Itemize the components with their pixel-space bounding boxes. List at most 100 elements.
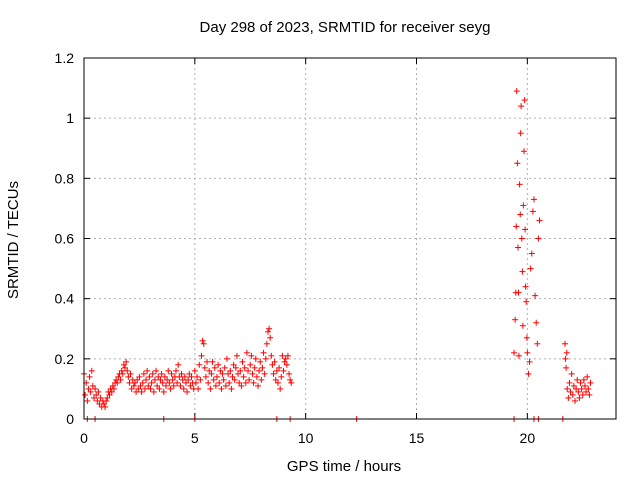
data-point — [261, 370, 268, 377]
grid-lines — [84, 58, 616, 419]
data-point — [216, 379, 223, 386]
data-point — [184, 388, 191, 395]
data-point — [201, 364, 208, 371]
data-point — [215, 361, 222, 368]
data-point — [242, 379, 249, 386]
data-point — [518, 235, 525, 242]
data-point — [237, 367, 244, 374]
data-point — [577, 379, 584, 386]
data-point — [97, 394, 104, 401]
data-point — [135, 385, 142, 392]
data-point — [238, 382, 245, 389]
data-point — [175, 361, 182, 368]
data-point — [565, 394, 572, 401]
y-tick-label: 0.6 — [55, 231, 75, 247]
data-point — [164, 376, 171, 383]
data-point — [528, 250, 535, 257]
data-point — [587, 379, 594, 386]
data-point — [177, 382, 184, 389]
data-point — [86, 373, 93, 380]
data-point — [195, 385, 202, 392]
data-point — [94, 397, 101, 404]
data-point — [278, 373, 285, 380]
data-point — [87, 388, 94, 395]
data-point — [120, 361, 127, 368]
data-point — [515, 289, 522, 296]
data-point — [146, 373, 153, 380]
data-point — [277, 385, 284, 392]
y-axis-label: SRMTID / TECUs — [5, 181, 22, 299]
data-point — [185, 376, 192, 383]
data-point — [150, 388, 157, 395]
data-point — [174, 379, 181, 386]
data-point — [196, 361, 203, 368]
data-point — [145, 382, 152, 389]
y-tick-label: 0.2 — [55, 351, 75, 367]
data-point — [263, 340, 270, 347]
data-point — [172, 367, 179, 374]
data-point — [581, 382, 588, 389]
data-point — [287, 376, 294, 383]
data-point — [141, 385, 148, 392]
data-point — [563, 364, 570, 371]
data-point — [217, 367, 224, 374]
data-point — [562, 355, 569, 362]
x-tick-label: 15 — [409, 430, 425, 446]
data-point — [168, 370, 175, 377]
data-point — [157, 376, 164, 383]
x-tick-label: 5 — [191, 430, 199, 446]
data-point — [274, 379, 281, 386]
data-point — [283, 361, 290, 368]
data-point — [225, 370, 232, 377]
data-point — [100, 400, 107, 407]
data-point — [567, 388, 574, 395]
data-point — [524, 349, 531, 356]
data-point — [125, 373, 132, 380]
data-point — [571, 397, 578, 404]
data-point — [564, 385, 571, 392]
data-point — [194, 373, 201, 380]
data-point — [525, 370, 532, 377]
data-point — [230, 361, 237, 368]
data-point — [260, 349, 267, 356]
data-point — [130, 382, 137, 389]
chart-title: Day 298 of 2023, SRMTID for receiver sey… — [200, 19, 491, 36]
data-point — [223, 355, 230, 362]
y-tick-label: 1.2 — [55, 50, 75, 66]
data-point — [131, 379, 138, 386]
data-point — [515, 244, 522, 251]
data-point — [515, 352, 522, 359]
data-point — [170, 382, 177, 389]
data-point — [288, 379, 295, 386]
data-point — [128, 385, 135, 392]
data-point — [583, 388, 590, 395]
data-point — [126, 379, 133, 386]
data-point — [143, 376, 150, 383]
y-tick-labels: 0 0.2 0.4 0.6 0.8 1 1.2 — [55, 50, 75, 427]
data-point — [90, 394, 97, 401]
data-point — [118, 367, 125, 374]
data-point — [147, 385, 154, 392]
data-point — [243, 349, 250, 356]
data-point — [233, 352, 240, 359]
data-point — [104, 394, 111, 401]
x-tick-label: 10 — [298, 430, 314, 446]
data-point — [136, 373, 143, 380]
data-point — [236, 379, 243, 386]
data-point — [148, 379, 155, 386]
data-point — [562, 340, 569, 347]
data-point — [182, 379, 189, 386]
data-point — [169, 376, 176, 383]
data-point — [267, 334, 274, 341]
data-point — [513, 223, 520, 230]
data-point — [284, 352, 291, 359]
data-point — [208, 370, 215, 377]
data-point — [218, 385, 225, 392]
data-point — [220, 376, 227, 383]
data-point — [516, 181, 523, 188]
data-point — [92, 385, 99, 392]
data-point — [256, 367, 263, 374]
data-point — [573, 385, 580, 392]
data-point — [158, 370, 165, 377]
data-point — [280, 367, 287, 374]
